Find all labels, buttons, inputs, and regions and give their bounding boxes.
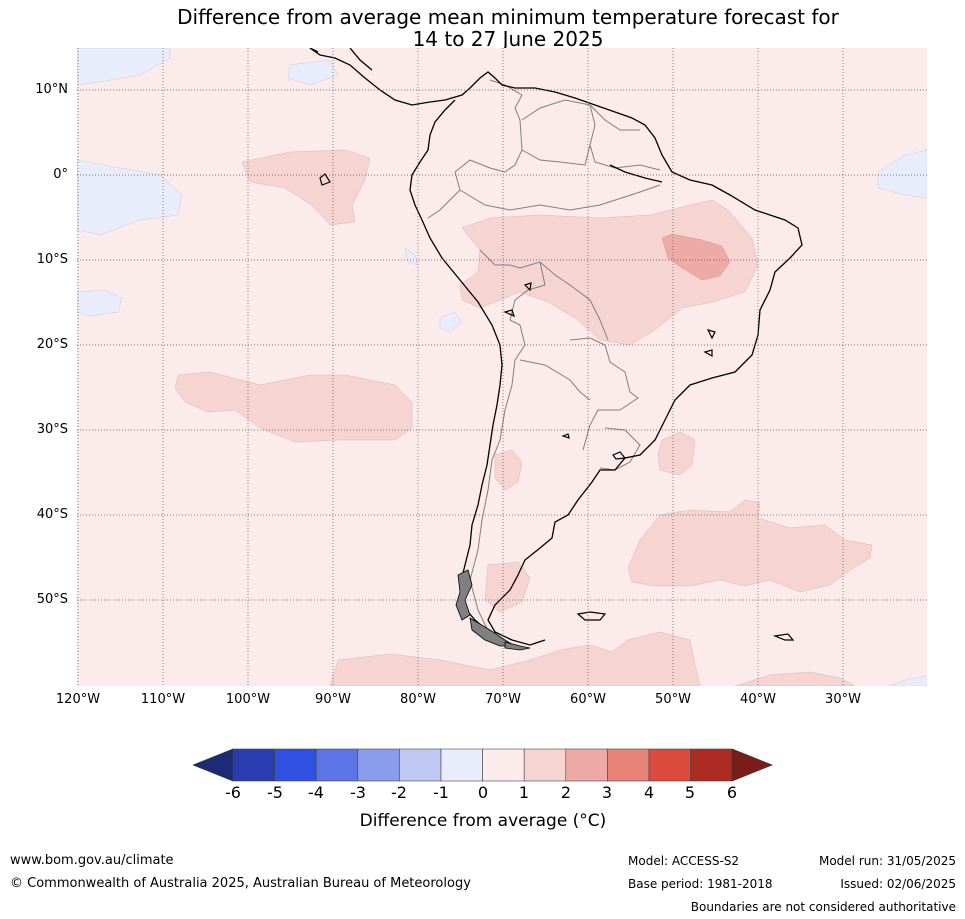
cool-anomaly-regions (77, 48, 927, 686)
colorbar-tick: 2 (560, 783, 572, 802)
colorbar-tick: 6 (726, 783, 738, 802)
colorbar-tick: -3 (350, 783, 366, 802)
footer-disclaimer: Boundaries are not considered authoritat… (690, 900, 956, 914)
colorbar-tick: 5 (684, 783, 696, 802)
strong-warm-anomaly-region (661, 233, 731, 281)
footer-base-period: Base period: 1981-2018 (628, 877, 773, 891)
colorbar-tick: -5 (267, 783, 283, 802)
gridlines (77, 48, 927, 686)
lat-label: 30°S (36, 422, 68, 437)
lon-label: 60°W (570, 692, 606, 707)
lat-label: 10°N (35, 82, 68, 97)
colorbar-swatch (607, 748, 650, 782)
footer-copyright: © Commonwealth of Australia 2025, Austra… (10, 876, 471, 891)
colorbar-swatch (565, 748, 608, 782)
colorbar-title: Difference from average (°C) (359, 811, 607, 831)
colorbar-swatch (523, 748, 567, 782)
lat-label: 40°S (36, 507, 68, 522)
colorbar-tick: -2 (391, 783, 407, 802)
lon-label: 70°W (485, 692, 521, 707)
lat-label: 50°S (36, 592, 68, 607)
colorbar-tick: 4 (643, 783, 655, 802)
colorbar-tick: -1 (433, 783, 449, 802)
colorbar-swatch (690, 748, 733, 782)
footer-model: Model: ACCESS-S2 (628, 854, 740, 868)
colorbar-extend-high (731, 748, 774, 782)
colorbar-swatch (315, 748, 359, 782)
colorbar-tick: 3 (601, 783, 613, 802)
lon-label: 110°W (140, 692, 186, 707)
colorbar-extend-low (192, 748, 234, 782)
lon-label: 90°W (315, 692, 351, 707)
lon-label: 100°W (225, 692, 271, 707)
title-line-1: Difference from average mean minimum tem… (177, 5, 839, 29)
footer-website: www.bom.gov.au/climate (10, 853, 174, 868)
lon-label: 50°W (655, 692, 691, 707)
colorbar-tick: 0 (477, 783, 489, 802)
footer-issued: Issued: 02/06/2025 (840, 877, 956, 891)
colorbar-swatch (482, 748, 525, 782)
colorbar (192, 748, 774, 782)
colorbar-swatch (274, 748, 317, 782)
lon-label: 30°W (825, 692, 861, 707)
colorbar-swatch (232, 748, 275, 782)
lon-label: 80°W (400, 692, 436, 707)
lat-label: 10°S (36, 252, 68, 267)
title-line-2: 14 to 27 June 2025 (412, 27, 604, 51)
country-borders (427, 79, 661, 636)
colorbar-tick: -4 (308, 783, 324, 802)
lon-label: 120°W (55, 692, 101, 707)
southern-archipelago (455, 569, 531, 651)
colorbar-tick: -6 (225, 783, 241, 802)
lat-label: 0° (53, 167, 68, 182)
lon-label: 40°W (740, 692, 776, 707)
lat-label: 20°S (36, 337, 68, 352)
colorbar-swatch (648, 748, 691, 782)
colorbar-swatch (357, 748, 400, 782)
footer-model-run: Model run: 31/05/2025 (818, 854, 956, 868)
colorbar-tick: 1 (518, 783, 530, 802)
colorbar-swatch (399, 748, 442, 782)
colorbar-swatch (440, 748, 483, 782)
